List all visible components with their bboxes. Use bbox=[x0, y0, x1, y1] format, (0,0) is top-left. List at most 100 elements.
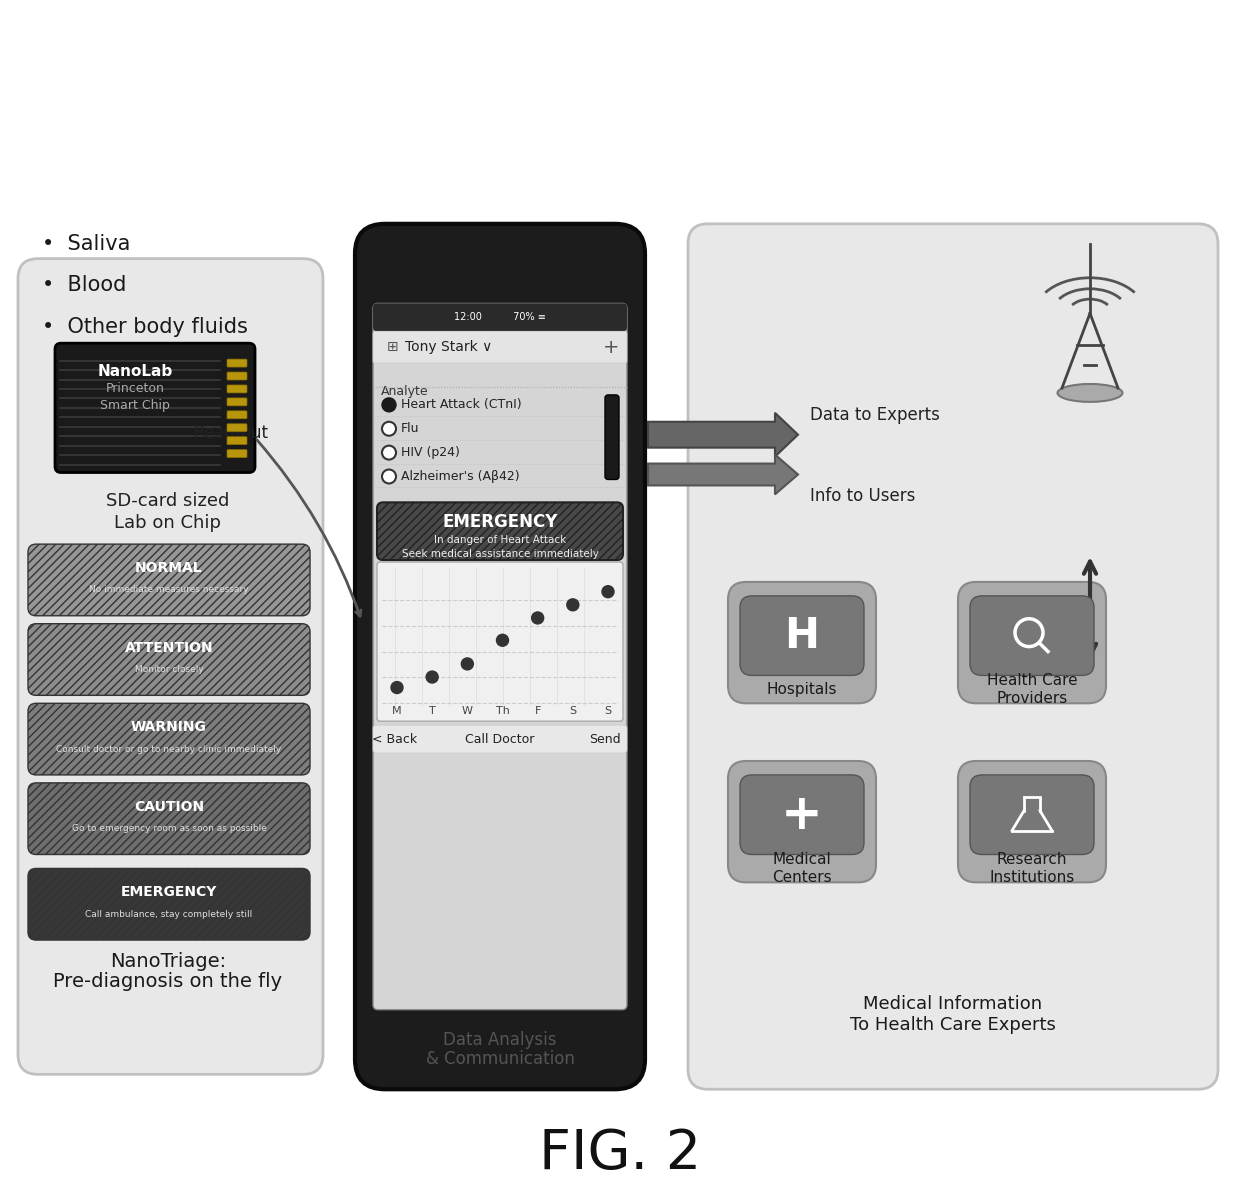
Text: Smart Chip: Smart Chip bbox=[100, 399, 170, 412]
Text: CAUTION: CAUTION bbox=[134, 799, 205, 814]
Text: Flu: Flu bbox=[401, 422, 419, 435]
Circle shape bbox=[496, 635, 508, 646]
Circle shape bbox=[427, 672, 438, 684]
FancyBboxPatch shape bbox=[355, 223, 645, 1090]
Text: ⊞: ⊞ bbox=[387, 341, 398, 354]
FancyBboxPatch shape bbox=[29, 704, 310, 774]
FancyBboxPatch shape bbox=[959, 582, 1106, 704]
FancyBboxPatch shape bbox=[377, 562, 622, 722]
Text: < Back: < Back bbox=[372, 733, 418, 746]
Text: F: F bbox=[534, 706, 541, 716]
Text: •  Other body fluids: • Other body fluids bbox=[42, 318, 248, 337]
Text: & Communication: & Communication bbox=[425, 1050, 574, 1068]
Text: SD-card sized: SD-card sized bbox=[107, 492, 229, 510]
Text: Seek medical assistance immediately: Seek medical assistance immediately bbox=[402, 549, 599, 559]
Text: S: S bbox=[569, 706, 577, 716]
Text: EMERGENCY: EMERGENCY bbox=[120, 885, 217, 900]
Circle shape bbox=[382, 422, 396, 436]
Polygon shape bbox=[649, 454, 799, 495]
FancyBboxPatch shape bbox=[740, 774, 864, 854]
Text: ATTENTION: ATTENTION bbox=[125, 641, 213, 655]
Circle shape bbox=[461, 658, 474, 670]
Text: Go to emergency room as soon as possible: Go to emergency room as soon as possible bbox=[72, 825, 267, 833]
Text: Monitor closely: Monitor closely bbox=[135, 664, 203, 674]
Text: In danger of Heart Attack: In danger of Heart Attack bbox=[434, 535, 567, 545]
Text: Th: Th bbox=[496, 706, 510, 716]
Text: NanoLab: NanoLab bbox=[98, 363, 172, 379]
FancyBboxPatch shape bbox=[373, 304, 627, 331]
Text: W: W bbox=[461, 706, 472, 716]
FancyBboxPatch shape bbox=[377, 502, 622, 560]
FancyBboxPatch shape bbox=[227, 360, 247, 367]
Text: H: H bbox=[785, 614, 820, 657]
Text: Analyte: Analyte bbox=[381, 385, 429, 398]
Text: Heart Attack (CTnI): Heart Attack (CTnI) bbox=[401, 398, 522, 411]
Text: Read-out: Read-out bbox=[193, 424, 268, 442]
Text: •  Saliva: • Saliva bbox=[42, 234, 130, 253]
Text: Hospitals: Hospitals bbox=[766, 682, 837, 697]
FancyBboxPatch shape bbox=[227, 449, 247, 458]
Text: Call ambulance, stay completely still: Call ambulance, stay completely still bbox=[86, 909, 253, 919]
FancyBboxPatch shape bbox=[688, 223, 1218, 1090]
Text: M: M bbox=[392, 706, 402, 716]
Circle shape bbox=[532, 612, 543, 624]
FancyBboxPatch shape bbox=[373, 725, 627, 753]
Text: Medical Information
To Health Care Experts: Medical Information To Health Care Exper… bbox=[851, 995, 1056, 1034]
Text: Send: Send bbox=[589, 733, 621, 746]
Text: Data to Experts: Data to Experts bbox=[810, 406, 940, 424]
Ellipse shape bbox=[1058, 384, 1122, 402]
Text: Info to Users: Info to Users bbox=[810, 488, 915, 505]
Circle shape bbox=[601, 586, 614, 598]
Text: Data Analysis: Data Analysis bbox=[443, 1030, 557, 1048]
Circle shape bbox=[382, 398, 396, 412]
FancyBboxPatch shape bbox=[29, 544, 310, 615]
Text: FIG. 2: FIG. 2 bbox=[539, 1127, 701, 1181]
FancyBboxPatch shape bbox=[227, 424, 247, 431]
FancyBboxPatch shape bbox=[740, 596, 864, 675]
FancyBboxPatch shape bbox=[970, 774, 1094, 854]
Text: T: T bbox=[429, 706, 435, 716]
FancyBboxPatch shape bbox=[373, 304, 627, 1010]
FancyBboxPatch shape bbox=[29, 869, 310, 940]
Text: NanoTriage:: NanoTriage: bbox=[110, 952, 226, 972]
FancyBboxPatch shape bbox=[227, 436, 247, 445]
FancyBboxPatch shape bbox=[373, 331, 627, 363]
FancyBboxPatch shape bbox=[728, 582, 875, 704]
FancyBboxPatch shape bbox=[959, 761, 1106, 882]
Circle shape bbox=[567, 599, 579, 611]
FancyBboxPatch shape bbox=[55, 343, 255, 472]
FancyBboxPatch shape bbox=[970, 596, 1094, 675]
Text: Consult doctor or go to nearby clinic immediately: Consult doctor or go to nearby clinic im… bbox=[56, 744, 281, 754]
Text: •  Blood: • Blood bbox=[42, 276, 126, 295]
FancyBboxPatch shape bbox=[29, 783, 310, 854]
FancyBboxPatch shape bbox=[728, 761, 875, 882]
FancyBboxPatch shape bbox=[19, 258, 322, 1074]
Text: HIV (p24): HIV (p24) bbox=[401, 446, 460, 459]
Text: S: S bbox=[604, 706, 611, 716]
Text: +: + bbox=[781, 791, 823, 839]
FancyBboxPatch shape bbox=[227, 398, 247, 406]
Text: Lab on Chip: Lab on Chip bbox=[114, 514, 222, 532]
Polygon shape bbox=[649, 412, 799, 456]
Text: +: + bbox=[603, 338, 619, 356]
Text: NORMAL: NORMAL bbox=[135, 560, 203, 575]
Text: Princeton: Princeton bbox=[105, 382, 165, 396]
Circle shape bbox=[391, 681, 403, 693]
Text: Research
Institutions: Research Institutions bbox=[990, 852, 1075, 884]
Text: Health Care
Providers: Health Care Providers bbox=[987, 673, 1078, 705]
Text: 12:00          70% ≡: 12:00 70% ≡ bbox=[454, 312, 546, 323]
FancyBboxPatch shape bbox=[29, 624, 310, 695]
Circle shape bbox=[382, 446, 396, 460]
Text: EMERGENCY: EMERGENCY bbox=[443, 513, 558, 532]
Text: No immediate measures necessary: No immediate measures necessary bbox=[89, 586, 249, 594]
Circle shape bbox=[382, 470, 396, 484]
Text: Tony Stark ∨: Tony Stark ∨ bbox=[405, 341, 492, 354]
FancyBboxPatch shape bbox=[227, 411, 247, 418]
FancyBboxPatch shape bbox=[227, 385, 247, 393]
FancyBboxPatch shape bbox=[227, 372, 247, 380]
Text: Medical
Centers: Medical Centers bbox=[773, 852, 832, 884]
Text: Call Doctor: Call Doctor bbox=[465, 733, 534, 746]
Text: Pre-diagnosis on the fly: Pre-diagnosis on the fly bbox=[53, 972, 283, 991]
Text: WARNING: WARNING bbox=[131, 721, 207, 734]
FancyBboxPatch shape bbox=[605, 394, 619, 479]
